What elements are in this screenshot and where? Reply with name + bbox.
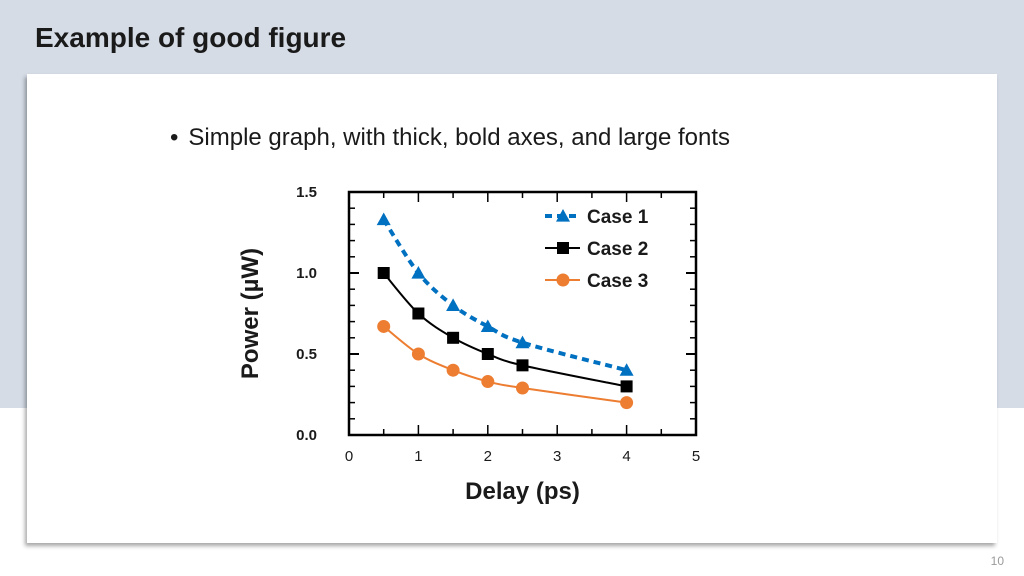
- case-3-point: [446, 363, 460, 377]
- case-3-point: [377, 319, 391, 333]
- y-tick-label: 0.0: [296, 427, 317, 444]
- page-number: 10: [990, 554, 1004, 568]
- case-3-point: [620, 396, 634, 410]
- content-panel: [27, 74, 997, 543]
- slide-title: Example of good figure: [35, 22, 347, 53]
- x-tick-label: 4: [622, 448, 630, 465]
- case-2-point: [447, 331, 460, 344]
- x-tick-label: 5: [692, 448, 700, 465]
- case-1-point: [619, 363, 634, 376]
- y-axis-label: Power (µW): [237, 248, 264, 379]
- y-tick-label: 1.0: [296, 265, 317, 282]
- legend-marker-case-1: [556, 209, 570, 222]
- legend-label-case-1: Case 1: [587, 207, 649, 228]
- plot-frame: [347, 190, 698, 437]
- case-2-point: [620, 380, 633, 393]
- x-tick-label: 2: [484, 448, 492, 465]
- legend-marker-case-3: [556, 273, 570, 287]
- x-axis-label: Delay (ps): [465, 478, 580, 505]
- case-1-point: [480, 319, 495, 333]
- x-tick-label: 0: [345, 448, 353, 465]
- case-1-point: [515, 335, 530, 349]
- legend-label-case-3: Case 3: [587, 271, 648, 292]
- case-2-point: [481, 348, 494, 360]
- y-tick-label: 0.5: [296, 346, 317, 363]
- x-tick-label: 1: [414, 448, 422, 465]
- case-3-point: [516, 381, 529, 395]
- x-tick-label: 3: [553, 448, 561, 465]
- y-tick-label: 1.5: [296, 184, 317, 201]
- case-3-point: [411, 347, 425, 361]
- case-3-point: [481, 375, 495, 389]
- bullet-item: • Simple graph, with thick, bold axes, an…: [170, 124, 730, 152]
- bullet-icon: •: [170, 124, 179, 151]
- case-2-point: [412, 307, 425, 320]
- case-1-point: [411, 266, 426, 279]
- case-1-point: [446, 298, 461, 311]
- legend-marker-case-2: [557, 242, 569, 254]
- case-2-point: [377, 267, 390, 279]
- case-2-point: [516, 359, 529, 372]
- case-1-point: [376, 212, 391, 226]
- bullet-text: Simple graph, with thick, bold axes, and…: [188, 124, 731, 151]
- legend-label-case-2: Case 2: [587, 239, 648, 260]
